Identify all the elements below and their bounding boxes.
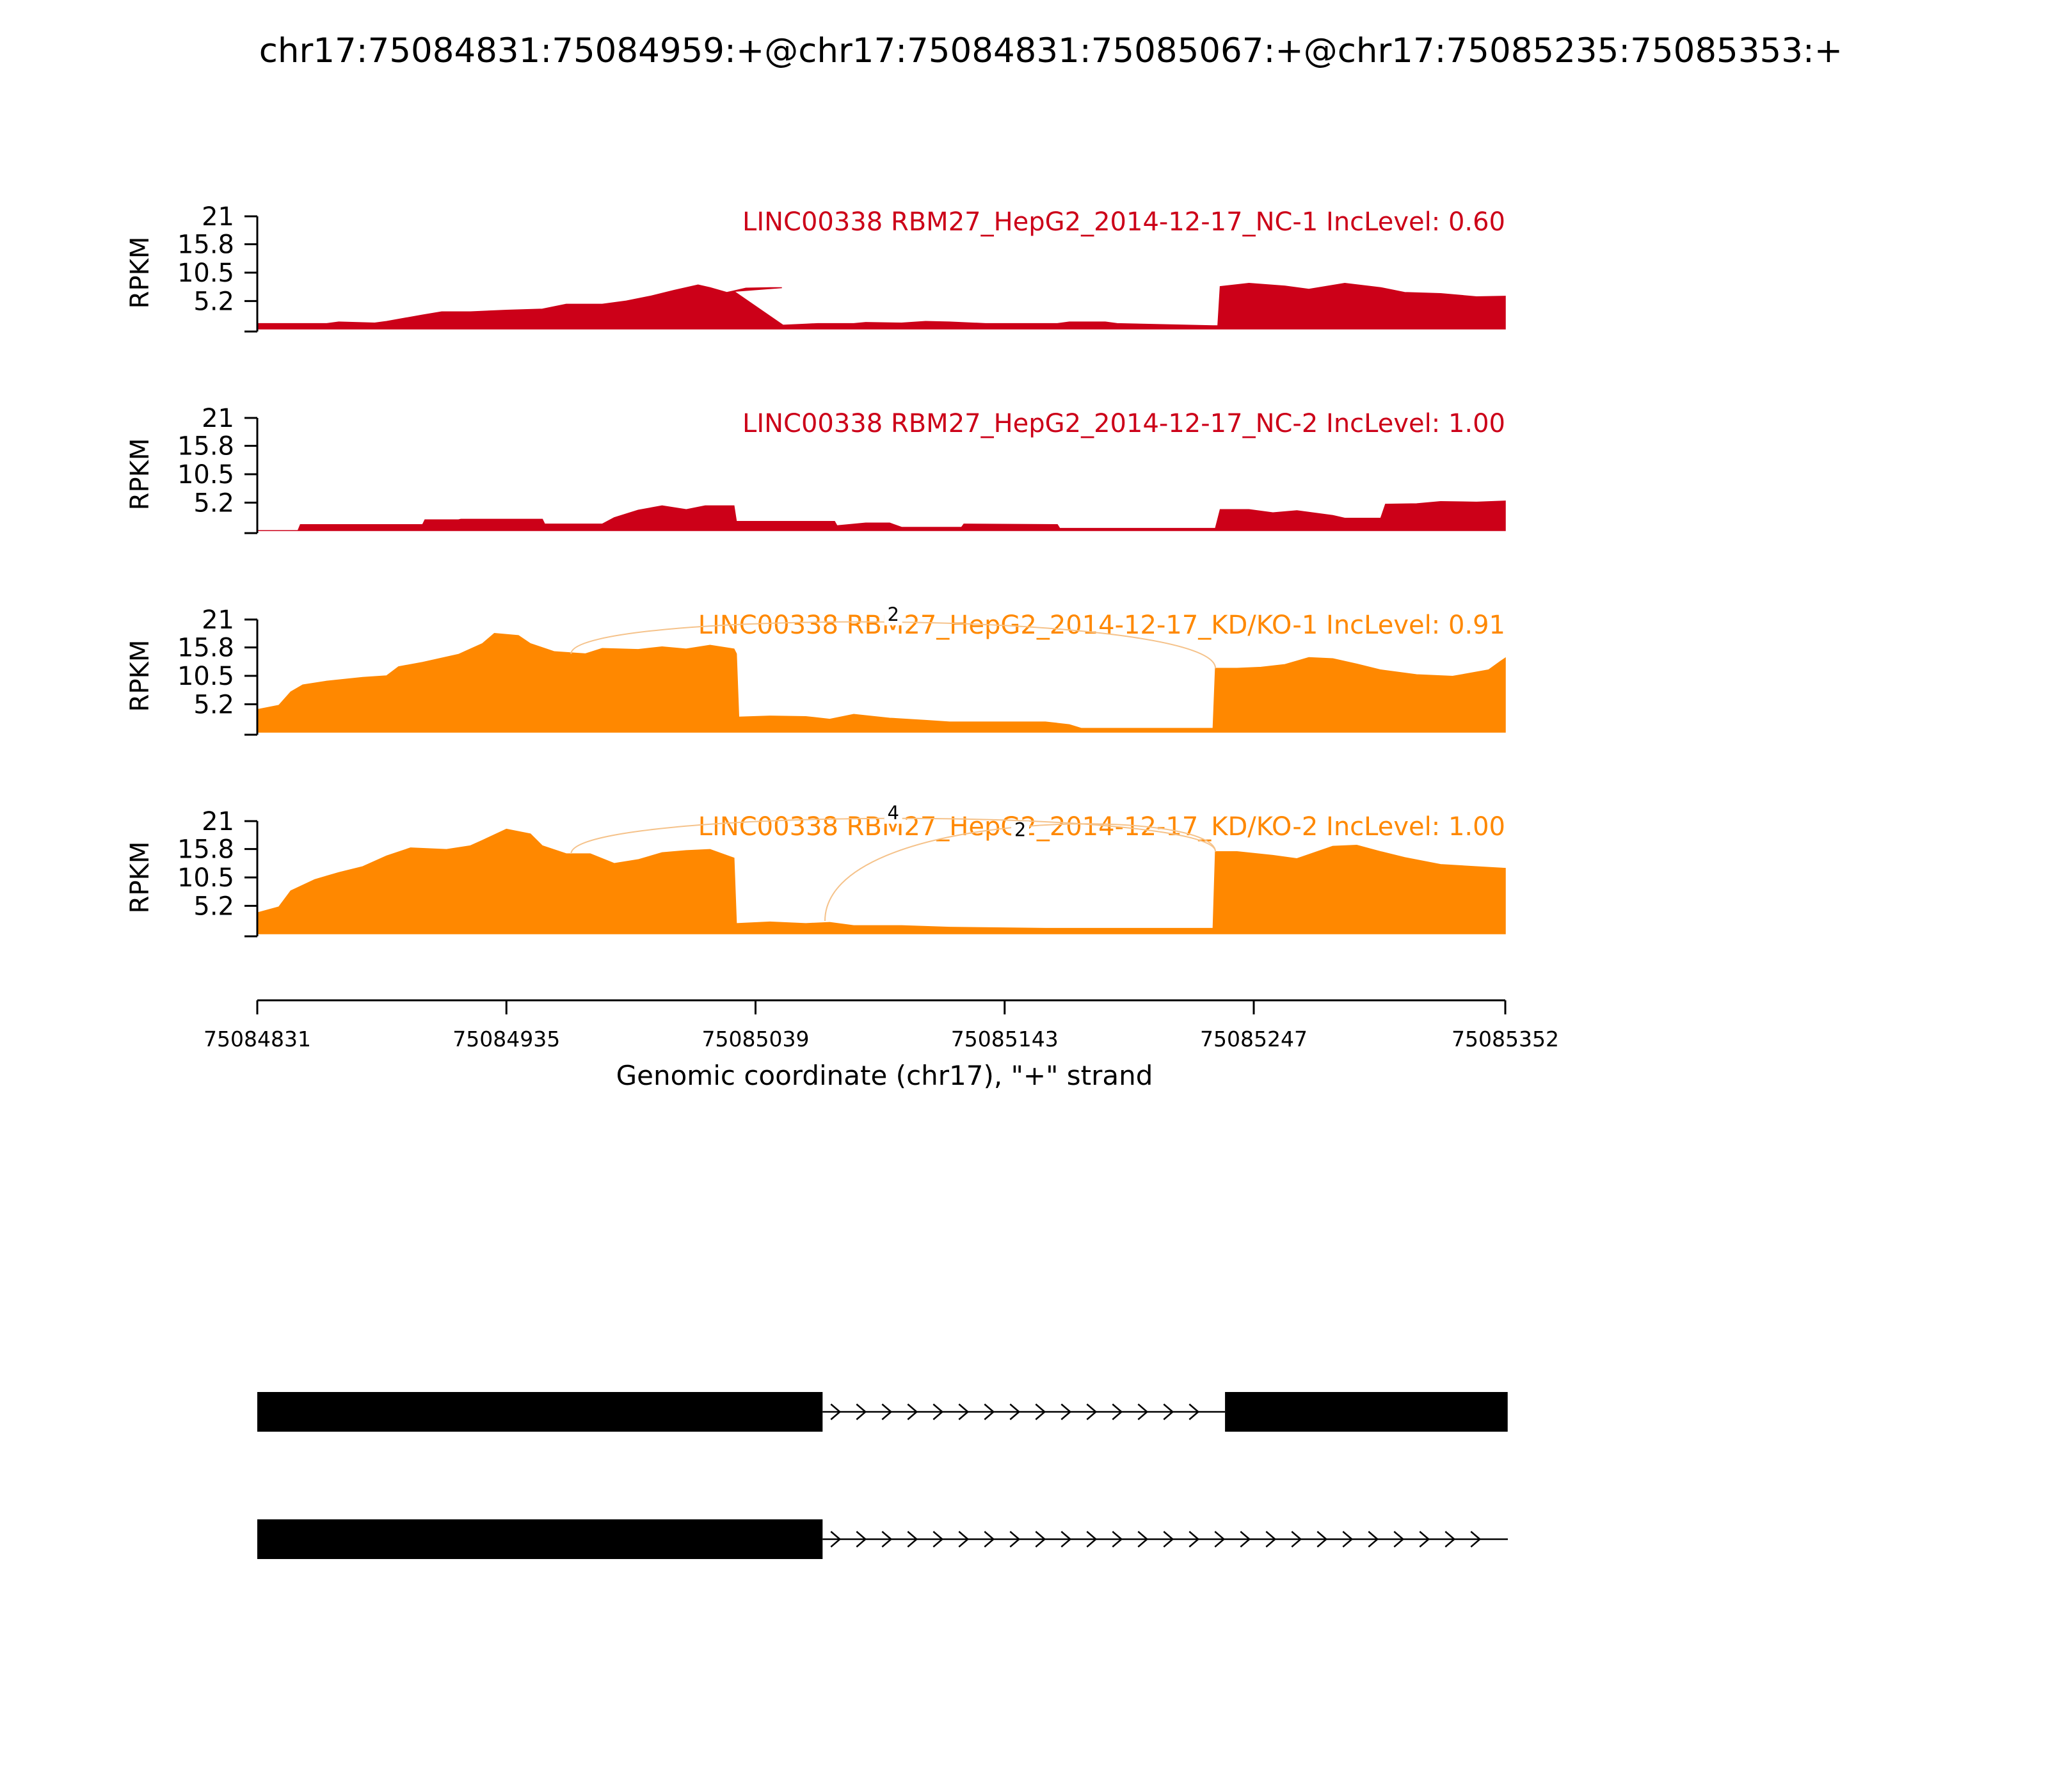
coverage-area — [257, 828, 1506, 934]
y-tick-label: 15.8 — [177, 432, 234, 461]
strand-arrow — [1086, 1531, 1098, 1548]
y-tick-label: 5.2 — [193, 892, 234, 921]
x-axis-label: Genomic coordinate (chr17), "+" strand — [616, 1060, 1153, 1091]
coverage-area — [257, 283, 1506, 330]
strand-arrow — [1291, 1531, 1302, 1548]
y-tick-label: 10.5 — [177, 863, 234, 893]
y-tick-label: 15.8 — [177, 835, 234, 865]
x-tick-label: 75085039 — [702, 1027, 810, 1052]
strand-arrow — [1188, 1531, 1200, 1548]
strand-arrow — [1163, 1531, 1174, 1548]
strand-arrow — [881, 1531, 893, 1548]
y-tick-label: 21 — [202, 807, 234, 836]
junction-count: 2 — [1014, 819, 1026, 840]
strand-arrow — [1060, 1531, 1072, 1548]
strand-arrow — [1009, 1404, 1021, 1420]
x-tick-label: 75085352 — [1452, 1027, 1559, 1052]
strand-arrow — [958, 1404, 970, 1420]
y-tick-label: 21 — [202, 202, 234, 232]
track-4: 5.210.515.821 RPKM LINC00338 RBM27_HepG2_2… — [125, 802, 1506, 938]
strand-arrow — [932, 1404, 944, 1420]
strand-arrow — [1470, 1531, 1482, 1548]
y-tick-label: 15.8 — [177, 634, 234, 663]
track-2: 5.210.515.821 RPKM LINC00338 RBM27_HepG2_2… — [125, 404, 1506, 534]
strand-arrow — [856, 1404, 867, 1420]
y-tick-label: 5.2 — [193, 287, 234, 316]
strand-arrow — [1240, 1531, 1251, 1548]
exon-block — [257, 1392, 823, 1432]
strand-arrow — [1393, 1531, 1405, 1548]
strand-arrow — [1112, 1404, 1123, 1420]
strand-arrow — [907, 1404, 918, 1420]
strand-arrow — [1368, 1531, 1379, 1548]
junction-count: 2 — [887, 604, 899, 625]
strand-arrow — [1137, 1531, 1149, 1548]
strand-arrow — [1060, 1404, 1072, 1420]
y-tick-label: 10.5 — [177, 662, 234, 691]
y-axis-label: RPKM — [125, 842, 155, 914]
strand-arrow — [1137, 1404, 1149, 1420]
junction-count-bg — [1011, 821, 1030, 841]
x-tick-label: 75085247 — [1200, 1027, 1308, 1052]
strand-arrow — [1188, 1404, 1200, 1420]
x-tick-label: 75084935 — [452, 1027, 560, 1052]
y-tick-label: 21 — [202, 404, 234, 433]
strand-arrow — [830, 1531, 842, 1548]
strand-arrow — [932, 1531, 944, 1548]
isoform-2 — [257, 1519, 1508, 1559]
strand-arrow — [881, 1404, 893, 1420]
track-label: LINC00338 RBM27_HepG2_2014-12-17_NC-2 In… — [742, 409, 1505, 438]
y-tick-label: 5.2 — [193, 488, 234, 518]
exon-block — [1225, 1392, 1508, 1432]
junction-count-bg — [884, 804, 902, 824]
strand-arrow — [856, 1531, 867, 1548]
strand-arrow — [958, 1531, 970, 1548]
strand-arrow — [1112, 1531, 1123, 1548]
y-tick-label: 15.8 — [177, 230, 234, 260]
strand-arrow — [830, 1404, 842, 1420]
y-tick-label: 10.5 — [177, 460, 234, 490]
strand-arrow — [984, 1404, 995, 1420]
y-tick-label: 21 — [202, 605, 234, 635]
strand-arrow — [1214, 1531, 1226, 1548]
strand-arrow — [1419, 1531, 1430, 1548]
track-1: 5.210.515.821 RPKM LINC00338 RBM27_HepG2_2… — [125, 202, 1506, 333]
strand-arrow — [1035, 1404, 1046, 1420]
y-tick-label: 10.5 — [177, 259, 234, 288]
x-tick-label: 75085143 — [951, 1027, 1059, 1052]
y-tick-label: 5.2 — [193, 690, 234, 719]
strand-arrow — [1265, 1531, 1277, 1548]
coverage-area — [257, 633, 1506, 733]
strand-arrow — [984, 1531, 995, 1548]
y-axis-label: RPKM — [125, 438, 155, 511]
strand-arrow — [1444, 1531, 1456, 1548]
isoform-1 — [257, 1392, 1508, 1432]
figure-title: chr17:75084831:75084959:+@chr17:75084831… — [259, 31, 1843, 70]
exon-block — [257, 1519, 823, 1559]
y-axis-label: RPKM — [125, 640, 155, 712]
coverage-area — [257, 500, 1506, 531]
y-axis-label: RPKM — [125, 237, 155, 309]
junction-count: 4 — [887, 802, 899, 824]
gene-structure — [257, 1392, 1508, 1559]
strand-arrow — [1163, 1404, 1174, 1420]
strand-arrow — [1035, 1531, 1046, 1548]
junction-count-bg — [884, 606, 902, 626]
x-tick-label: 75084831 — [204, 1027, 311, 1052]
strand-arrow — [907, 1531, 918, 1548]
strand-arrow — [1316, 1531, 1328, 1548]
track-label: LINC00338 RBM27_HepG2_2014-12-17_NC-1 In… — [742, 207, 1505, 237]
strand-arrow — [1086, 1404, 1098, 1420]
track-3: 5.210.515.821 RPKM LINC00338 RBM27_HepG2_2… — [125, 604, 1506, 736]
track-label: LINC00338 RBM27_HepG2_2014-12-17_KD/KO-2… — [698, 812, 1505, 842]
strand-arrow — [1009, 1531, 1021, 1548]
genomic-x-axis: 75084831 75084935 75085039 75085143 75085247… — [204, 999, 1559, 1052]
track-label: LINC00338 RBM27_HepG2_2014-12-17_KD/KO-1… — [698, 611, 1505, 640]
strand-arrow — [1342, 1531, 1354, 1548]
